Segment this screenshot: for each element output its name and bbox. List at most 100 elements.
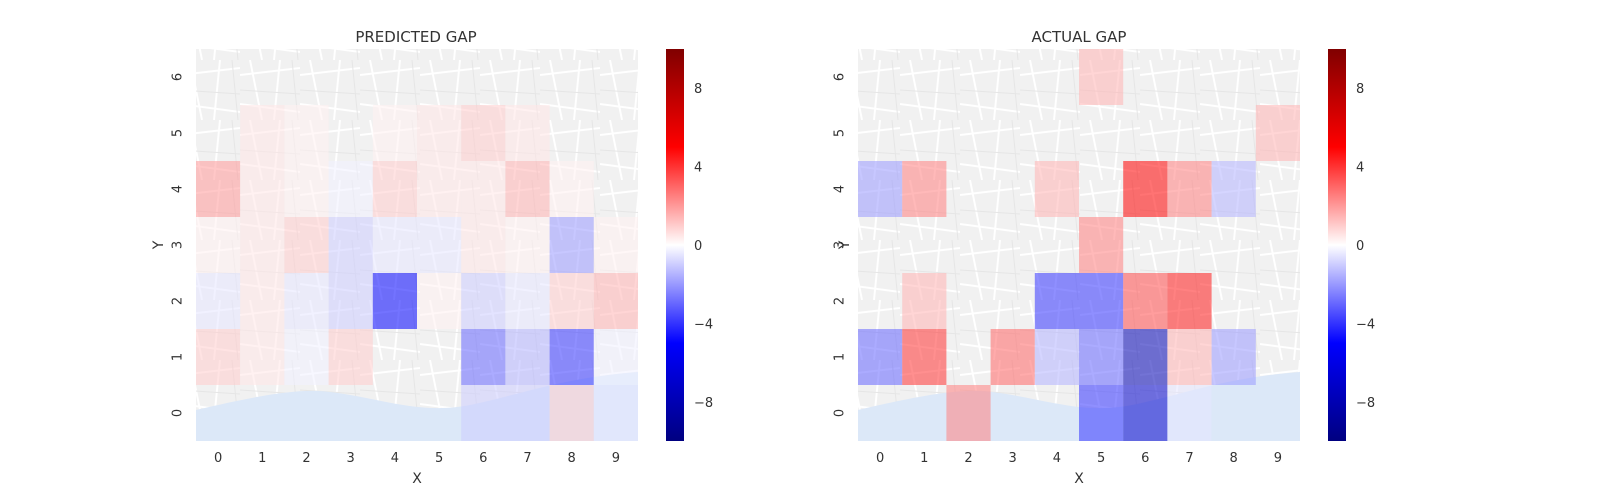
heatmap-cell (946, 385, 991, 441)
colorbar-tick-label: 8 (1356, 82, 1364, 97)
colorbar-tick-label: −4 (694, 317, 713, 332)
heatmap-cell (461, 161, 506, 217)
heatmap-cell (549, 385, 594, 441)
colorbar (1328, 49, 1346, 441)
heatmap-cell (240, 329, 285, 385)
chart-title: ACTUAL GAP (1032, 28, 1127, 46)
heatmap-cell (328, 329, 373, 385)
y-tick-label: 1 (833, 353, 848, 361)
x-tick-label: 1 (920, 451, 928, 466)
x-tick-label: 9 (612, 451, 620, 466)
heatmap-cell (1255, 105, 1300, 161)
heatmap-cell (196, 273, 241, 329)
x-tick-label: 2 (302, 451, 310, 466)
y-tick-label: 6 (171, 73, 186, 81)
heatmap-cell (372, 217, 417, 273)
y-tick-labels: 0 1 2 3 4 5 6 (833, 73, 848, 417)
y-tick-label: 4 (171, 185, 186, 193)
x-tick-labels: 0 1 2 3 4 5 6 7 8 9 (214, 451, 620, 466)
heatmap-cell (1123, 161, 1168, 217)
heatmap-cell (461, 329, 506, 385)
heatmap-cell (1211, 161, 1256, 217)
heatmap-cell (372, 105, 417, 161)
heatmap-cell (593, 217, 638, 273)
heatmap-cell (461, 385, 506, 441)
colorbar-tick-labels: 8 4 0 −4 −8 (694, 82, 713, 411)
colorbar-tick-label: 8 (694, 82, 702, 97)
x-tick-label: 9 (1274, 451, 1282, 466)
x-tick-label: 0 (214, 451, 222, 466)
heatmap-cell (284, 217, 329, 273)
y-tick-label: 5 (171, 129, 186, 137)
heatmap-cell (902, 161, 947, 217)
heatmap-cells (196, 105, 638, 441)
heatmap-cell (196, 329, 241, 385)
heatmap-cell (1123, 385, 1168, 441)
x-tick-label: 4 (1053, 451, 1061, 466)
heatmap-cell (240, 161, 285, 217)
colorbar (666, 49, 684, 441)
x-tick-label: 6 (1141, 451, 1149, 466)
heatmap-cell (1167, 273, 1212, 329)
heatmap-cell (1034, 161, 1079, 217)
x-tick-label: 4 (391, 451, 399, 466)
heatmap-cell (284, 105, 329, 161)
heatmap-cell (1167, 329, 1212, 385)
heatmap-cell (284, 273, 329, 329)
x-tick-label: 5 (1097, 451, 1105, 466)
y-tick-label: 1 (171, 353, 186, 361)
heatmap-cell (1123, 273, 1168, 329)
heatmap-cell (505, 329, 550, 385)
y-tick-label: 0 (171, 409, 186, 417)
x-tick-label: 5 (435, 451, 443, 466)
heatmap-cell (417, 161, 462, 217)
y-axis-label: Y (151, 240, 167, 250)
heatmap-cell (505, 385, 550, 441)
colorbar-tick-label: 0 (1356, 239, 1364, 254)
heatmap-cell (505, 217, 550, 273)
heatmap-cell (593, 329, 638, 385)
heatmap-cell (461, 217, 506, 273)
heatmap-cell (902, 329, 947, 385)
heatmap-cell (1034, 273, 1079, 329)
x-tick-label: 7 (1185, 451, 1193, 466)
heatmap-cell (1167, 385, 1212, 441)
heatmap-cell (1211, 329, 1256, 385)
y-tick-labels: 0 1 2 3 4 5 6 (171, 73, 186, 417)
heatmap-cell (505, 273, 550, 329)
heatmap-cell (328, 161, 373, 217)
heatmap-cell (858, 161, 903, 217)
heatmap-cell (417, 105, 462, 161)
y-tick-label: 4 (833, 185, 848, 193)
heatmap-cell (240, 273, 285, 329)
actual-gap-panel: ACTUAL GAP X Y 0 1 2 3 4 5 6 7 8 9 0 1 2 3 4 5 6 8 4 0 −4 −… (833, 28, 1376, 487)
x-tick-label: 3 (1009, 451, 1017, 466)
y-tick-label: 3 (833, 241, 848, 249)
heatmap-cell (902, 273, 947, 329)
heatmap-cell (1034, 329, 1079, 385)
colorbar-tick-label: −4 (1356, 317, 1375, 332)
x-axis-label: X (412, 471, 422, 487)
x-tick-label: 8 (568, 451, 576, 466)
heatmap-cell (1079, 273, 1124, 329)
heatmap-cell (505, 105, 550, 161)
colorbar-tick-label: 0 (694, 239, 702, 254)
heatmap-cell (328, 273, 373, 329)
y-tick-label: 6 (833, 73, 848, 81)
heatmap-cell (240, 105, 285, 161)
heatmap-cell (1079, 217, 1124, 273)
colorbar-tick-labels: 8 4 0 −4 −8 (1356, 82, 1375, 411)
x-tick-label: 8 (1230, 451, 1238, 466)
chart-title: PREDICTED GAP (355, 28, 476, 46)
heatmap-cell (372, 161, 417, 217)
heatmap-cell (1167, 161, 1212, 217)
heatmap-cell (284, 161, 329, 217)
x-tick-labels: 0 1 2 3 4 5 6 7 8 9 (876, 451, 1282, 466)
heatmap-cell (417, 273, 462, 329)
heatmap-cell (196, 217, 241, 273)
heatmap-cell (417, 217, 462, 273)
y-tick-label: 2 (833, 297, 848, 305)
